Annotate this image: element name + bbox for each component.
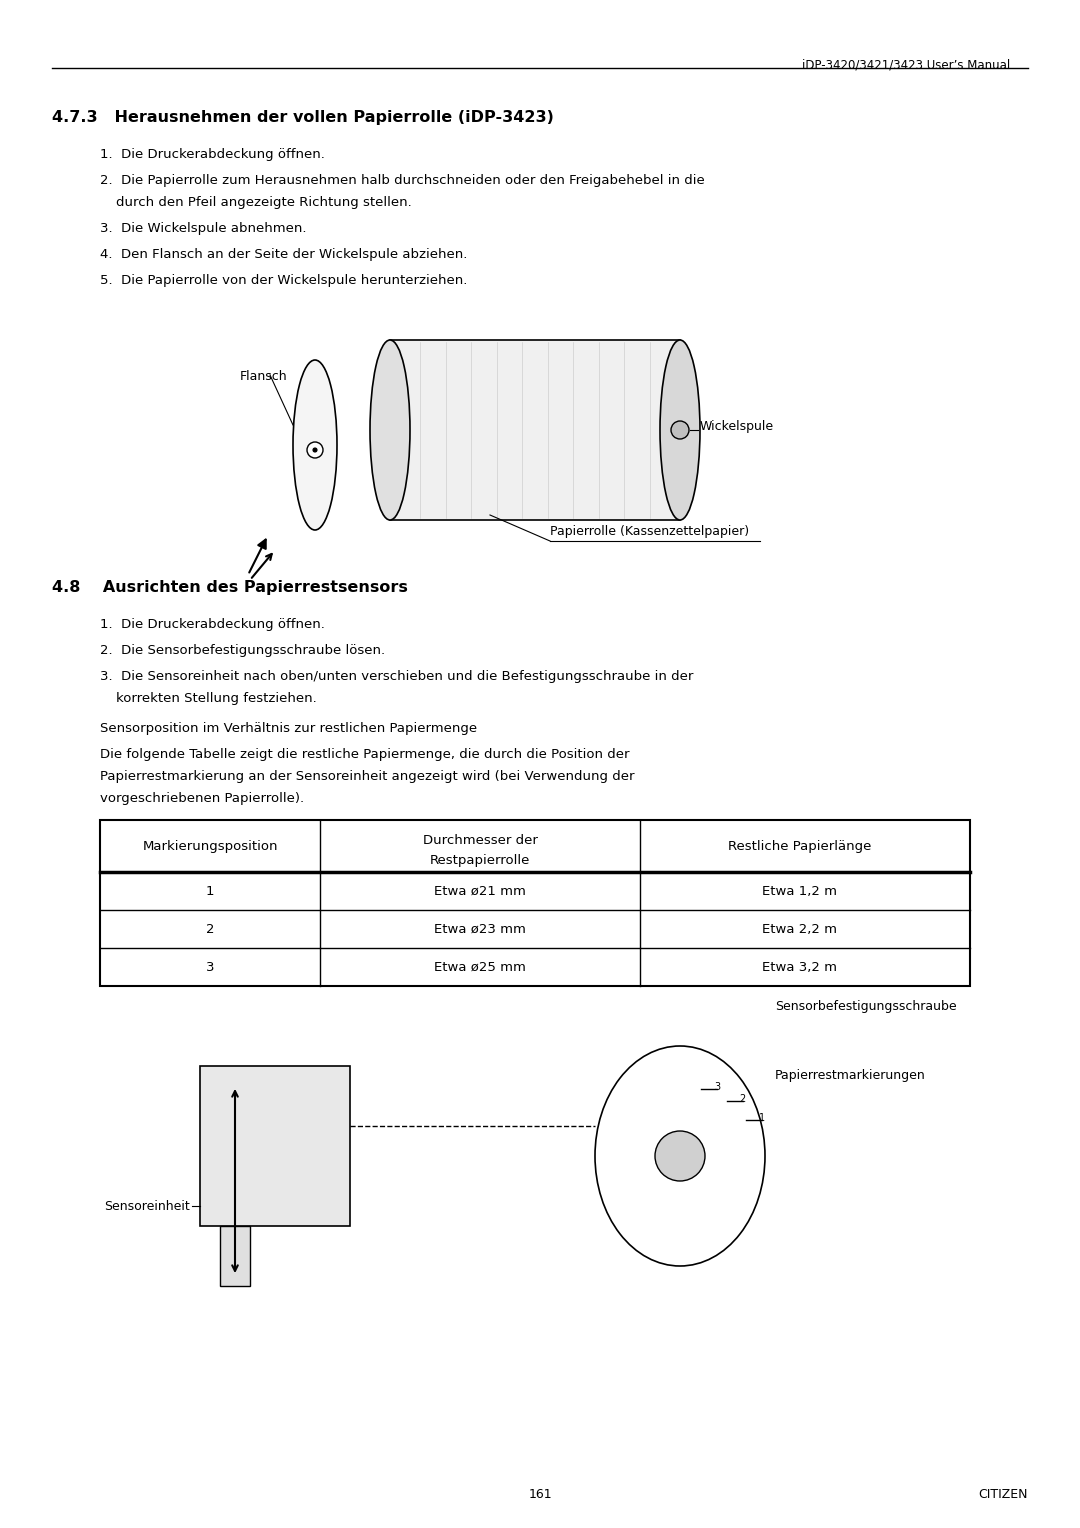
Text: 2.  Die Sensorbefestigungsschraube lösen.: 2. Die Sensorbefestigungsschraube lösen. — [100, 643, 386, 657]
Text: korrekten Stellung festziehen.: korrekten Stellung festziehen. — [116, 692, 316, 704]
Circle shape — [654, 1131, 705, 1181]
Text: Sensorbefestigungsschraube: Sensorbefestigungsschraube — [775, 999, 957, 1013]
Text: Restliche Papierlänge: Restliche Papierlänge — [728, 839, 872, 853]
Text: Markierungsposition: Markierungsposition — [143, 839, 278, 853]
Text: CITIZEN: CITIZEN — [978, 1488, 1028, 1502]
Ellipse shape — [660, 341, 700, 520]
Text: 2.  Die Papierrolle zum Herausnehmen halb durchschneiden oder den Freigabehebel : 2. Die Papierrolle zum Herausnehmen halb… — [100, 174, 705, 186]
Text: Wickelspule: Wickelspule — [700, 420, 774, 432]
Circle shape — [307, 442, 323, 458]
Text: 2: 2 — [206, 923, 214, 935]
Text: 3.  Die Wickelspule abnehmen.: 3. Die Wickelspule abnehmen. — [100, 222, 307, 235]
Circle shape — [313, 448, 318, 452]
Text: 4.7.3   Herausnehmen der vollen Papierrolle (iDP-3423): 4.7.3 Herausnehmen der vollen Papierroll… — [52, 110, 554, 125]
Bar — [100, 821, 970, 986]
Text: durch den Pfeil angezeigte Richtung stellen.: durch den Pfeil angezeigte Richtung stel… — [116, 196, 411, 209]
Text: vorgeschriebenen Papierrolle).: vorgeschriebenen Papierrolle). — [100, 792, 305, 805]
Text: Papierrestmarkierungen: Papierrestmarkierungen — [775, 1070, 926, 1082]
Text: Etwa 2,2 m: Etwa 2,2 m — [762, 923, 837, 935]
Text: 3: 3 — [206, 961, 214, 973]
Text: Die folgende Tabelle zeigt die restliche Papiermenge, die durch die Position der: Die folgende Tabelle zeigt die restliche… — [100, 749, 630, 761]
Text: 3: 3 — [714, 1082, 720, 1093]
Text: 3.  Die Sensoreinheit nach oben/unten verschieben und die Befestigungsschraube i: 3. Die Sensoreinheit nach oben/unten ver… — [100, 669, 693, 683]
Text: Sensorposition im Verhältnis zur restlichen Papiermenge: Sensorposition im Verhältnis zur restlic… — [100, 723, 477, 735]
Bar — [390, 341, 680, 520]
Text: Etwa 1,2 m: Etwa 1,2 m — [762, 885, 837, 897]
Text: iDP-3420/3421/3423 User’s Manual: iDP-3420/3421/3423 User’s Manual — [801, 58, 1010, 70]
Text: Etwa ø23 mm: Etwa ø23 mm — [434, 923, 526, 935]
Text: Flansch: Flansch — [240, 370, 287, 384]
Ellipse shape — [370, 341, 410, 520]
Text: 5.  Die Papierrolle von der Wickelspule herunterziehen.: 5. Die Papierrolle von der Wickelspule h… — [100, 274, 468, 287]
FancyBboxPatch shape — [200, 1067, 350, 1225]
Text: Etwa ø25 mm: Etwa ø25 mm — [434, 961, 526, 973]
Text: Etwa 3,2 m: Etwa 3,2 m — [762, 961, 837, 973]
Bar — [220, 1225, 249, 1287]
Ellipse shape — [595, 1047, 765, 1267]
Text: 1.  Die Druckerabdeckung öffnen.: 1. Die Druckerabdeckung öffnen. — [100, 148, 325, 160]
Text: 1.  Die Druckerabdeckung öffnen.: 1. Die Druckerabdeckung öffnen. — [100, 617, 325, 631]
Text: 161: 161 — [528, 1488, 552, 1502]
Text: Etwa ø21 mm: Etwa ø21 mm — [434, 885, 526, 897]
Text: Papierrestmarkierung an der Sensoreinheit angezeigt wird (bei Verwendung der: Papierrestmarkierung an der Sensoreinhei… — [100, 770, 635, 782]
Text: Papierrolle (Kassenzettelpapier): Papierrolle (Kassenzettelpapier) — [550, 526, 750, 538]
Text: 2: 2 — [740, 1094, 746, 1105]
Text: 1: 1 — [758, 1114, 765, 1123]
Text: Durchmesser der: Durchmesser der — [422, 833, 538, 847]
Ellipse shape — [671, 422, 689, 439]
Text: 4.8    Ausrichten des Papierrestsensors: 4.8 Ausrichten des Papierrestsensors — [52, 581, 408, 594]
Text: Restpapierrolle: Restpapierrolle — [430, 854, 530, 866]
Text: 4.  Den Flansch an der Seite der Wickelspule abziehen.: 4. Den Flansch an der Seite der Wickelsp… — [100, 248, 468, 261]
Text: Sensoreinheit: Sensoreinheit — [105, 1199, 190, 1213]
Ellipse shape — [293, 361, 337, 530]
Text: 1: 1 — [206, 885, 214, 897]
